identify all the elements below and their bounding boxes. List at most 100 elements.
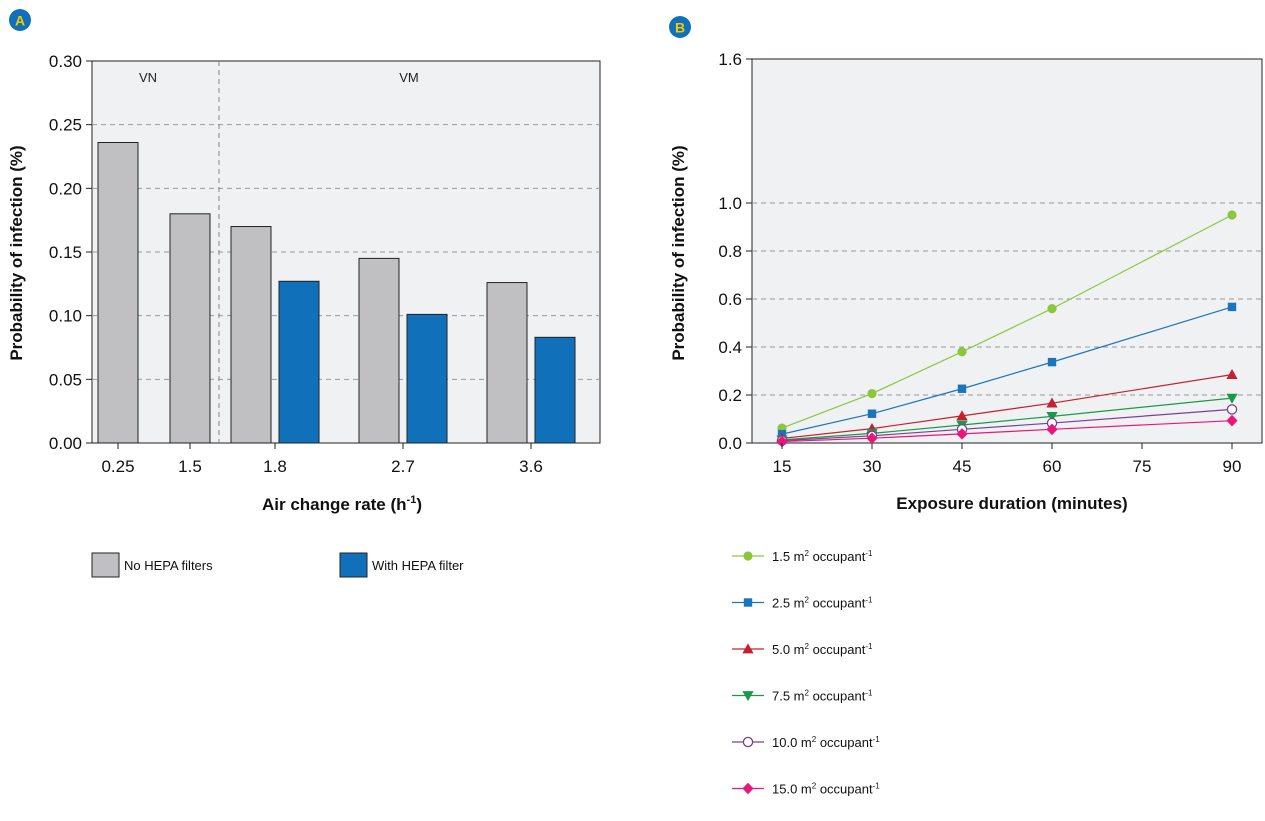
panel-a-legend: No HEPA filters With HEPA filter xyxy=(91,552,464,578)
legend-marker-15-0-m xyxy=(742,782,754,795)
point-7-5-m-90 xyxy=(1226,393,1238,404)
bar-with-hepa-filter-1-8 xyxy=(278,280,320,444)
point-2-5-m-90 xyxy=(1227,302,1237,312)
point-7-5-m-60 xyxy=(1046,411,1058,422)
legend-item-1-5-m: 1.5 m2 occupant-1 xyxy=(732,549,873,564)
panel-a-x-tick-label: 1.8 xyxy=(263,457,287,476)
panel-b-y-tick-label: 1.0 xyxy=(718,194,742,213)
legend-label-1-5-m: 1.5 m2 occupant-1 xyxy=(772,549,873,564)
legend-label-5-0-m: 5.0 m2 occupant-1 xyxy=(772,642,873,657)
point-1-5-m-60 xyxy=(1047,304,1057,314)
legend-marker-5-0-m xyxy=(742,643,754,654)
panel-a-x-tick-label: 2.7 xyxy=(391,457,415,476)
panel-a-x-axis-label-sup: -1 xyxy=(407,494,417,506)
panel-b-y-tick-label: 1.6 xyxy=(718,50,742,69)
panel-b-y-tick-label: 0.6 xyxy=(718,290,742,309)
point-15-0-m-90 xyxy=(1226,414,1238,427)
panel-a-x-tick-label: 1.5 xyxy=(178,457,202,476)
series-15-0-m xyxy=(776,414,1238,448)
point-1-5-m-90 xyxy=(1227,210,1237,220)
panel-a-y-tick-label: 0.10 xyxy=(49,307,82,326)
panel-b-y-tick-label: 0.0 xyxy=(718,434,742,453)
panel-b-x-tick-label: 15 xyxy=(773,457,792,476)
panel-b-y-axis-label: Probability of infection (%) xyxy=(669,145,688,360)
bar-no-hepa-filters-2-7 xyxy=(358,257,400,444)
legend-marker-7-5-m xyxy=(742,691,754,702)
panel-a: A VN VM 0.00 0.05 0.10 0.15 0.20 0.25 0.30 0.2… xyxy=(7,9,601,578)
legend-item-7-5-m: 7.5 m2 occupant-1 xyxy=(732,689,873,704)
panel-a-y-tick-label: 0.05 xyxy=(49,370,82,389)
panel-a-y-tick-label: 0.20 xyxy=(49,179,82,198)
bar-no-hepa-filters-3-6 xyxy=(486,282,528,444)
legend-item-10-0-m: 10.0 m2 occupant-1 xyxy=(732,735,880,750)
legend-label-with-hepa: With HEPA filter xyxy=(372,558,464,573)
legend-label-7-5-m: 7.5 m2 occupant-1 xyxy=(772,689,873,704)
legend-label-no-hepa: No HEPA filters xyxy=(124,558,213,573)
bar-no-hepa-filters-1-8 xyxy=(230,226,272,444)
panel-a-y-tick-label: 0.00 xyxy=(49,434,82,453)
legend-swatch-with-hepa xyxy=(339,552,368,578)
panel-a-region-vn: VN xyxy=(139,70,157,85)
legend-item-15-0-m: 15.0 m2 occupant-1 xyxy=(732,782,880,797)
bar-with-hepa-filter-3-6 xyxy=(534,336,576,444)
panel-a-y-tick-label: 0.25 xyxy=(49,116,82,135)
legend-marker-2-5-m xyxy=(743,598,753,607)
panel-b-legend: 1.5 m2 occupant-1 2.5 m2 occupant-1 5.0 m2… xyxy=(732,549,880,797)
panel-b-x-tick-label: 90 xyxy=(1223,457,1242,476)
bar-with-hepa-filter-2-7 xyxy=(406,313,448,444)
legend-item-2-5-m: 2.5 m2 occupant-1 xyxy=(732,596,873,611)
point-10-0-m-90 xyxy=(1226,404,1238,415)
legend-swatch-no-hepa xyxy=(91,552,120,578)
panel-a-y-tick-label: 0.15 xyxy=(49,243,82,262)
panel-a-x-axis-label: Air change rate (h-1) xyxy=(262,494,422,514)
point-15-0-m-60 xyxy=(1046,423,1058,436)
panel-b-x-tick-label: 30 xyxy=(863,457,882,476)
point-5-0-m-60 xyxy=(1046,397,1058,408)
panel-b-gridlines xyxy=(752,202,1262,396)
panel-b-y-tick-label: 0.4 xyxy=(718,338,742,357)
panel-b-x-axis-label: Exposure duration (minutes) xyxy=(896,494,1127,513)
point-2-5-m-45 xyxy=(957,384,967,393)
panel-b-letter: B xyxy=(675,20,685,36)
panel-a-x-axis-label-end: ) xyxy=(416,495,422,514)
panel-a-x-tick-label: 0.25 xyxy=(101,457,134,476)
legend-marker-10-0-m xyxy=(742,736,754,748)
panel-a-badge xyxy=(9,9,31,31)
panel-a-region-vm: VM xyxy=(399,70,419,85)
panel-a-bars xyxy=(97,141,576,444)
panel-b-x-tick-label: 60 xyxy=(1043,457,1062,476)
panel-a-y-ticks: 0.00 0.05 0.10 0.15 0.20 0.25 0.30 xyxy=(49,52,92,453)
panel-b-x-ticks: 15 30 45 60 75 90 xyxy=(773,443,1242,476)
panel-b-y-tick-label: 0.8 xyxy=(718,242,742,261)
legend-item-5-0-m: 5.0 m2 occupant-1 xyxy=(732,642,873,657)
panel-a-x-axis-label-main: Air change rate (h xyxy=(262,495,407,514)
legend-label-15-0-m: 15.0 m2 occupant-1 xyxy=(772,782,880,797)
panel-b-x-tick-label: 45 xyxy=(953,457,972,476)
panel-b-y-ticks: 0.0 0.2 0.4 0.6 0.8 1.0 1.6 xyxy=(718,50,752,453)
point-5-0-m-45 xyxy=(956,410,968,421)
panel-b-badge xyxy=(669,16,691,38)
series-1-5-m xyxy=(777,210,1237,433)
panel-a-letter: A xyxy=(15,13,25,29)
point-15-0-m-45 xyxy=(956,428,968,440)
point-5-0-m-90 xyxy=(1226,369,1238,379)
bar-no-hepa-filters-0-25 xyxy=(97,141,139,444)
bar-no-hepa-filters-1-5 xyxy=(169,213,211,444)
panel-b-y-tick-label: 0.2 xyxy=(718,386,742,405)
point-15-0-m-30 xyxy=(866,432,878,444)
point-15-0-m-15 xyxy=(776,435,788,448)
point-2-5-m-30 xyxy=(867,409,877,418)
point-2-5-m-60 xyxy=(1047,357,1057,367)
panel-b-x-tick-label: 75 xyxy=(1133,457,1152,476)
legend-marker-1-5-m xyxy=(743,551,753,561)
point-1-5-m-30 xyxy=(867,388,877,399)
panel-b: B 0.0 0.2 0.4 0.6 0.8 1.0 1.6 15 30 45 60 75 90 Pro… xyxy=(669,16,1263,797)
panel-a-x-ticks: 0.25 1.5 1.8 2.7 3.6 xyxy=(101,443,543,476)
legend-label-10-0-m: 10.0 m2 occupant-1 xyxy=(772,735,880,750)
point-1-5-m-45 xyxy=(957,347,967,357)
legend-label-2-5-m: 2.5 m2 occupant-1 xyxy=(772,596,873,611)
panel-a-y-axis-label: Probability of infection (%) xyxy=(7,145,26,360)
panel-a-x-tick-label: 3.6 xyxy=(519,457,543,476)
panel-a-y-tick-label: 0.30 xyxy=(49,52,82,71)
